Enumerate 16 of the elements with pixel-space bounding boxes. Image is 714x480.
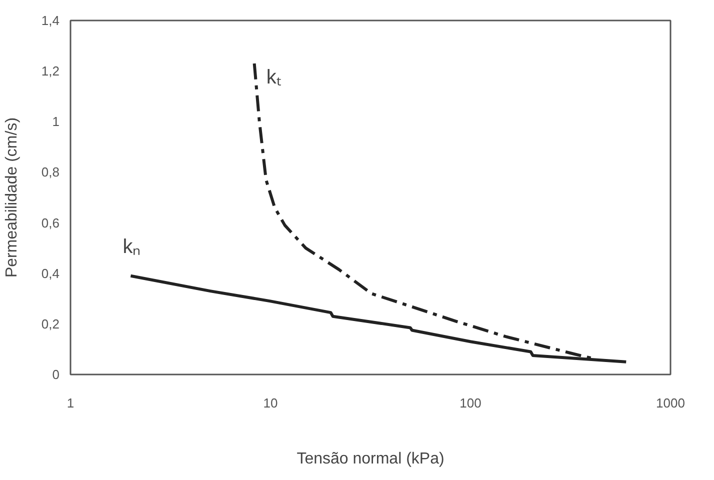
y-tick-label: 0,8 [41, 164, 60, 180]
x-tick-label: 100 [460, 396, 482, 410]
x-axis-title: Tensão normal (kPa) [296, 450, 444, 468]
series-label: kₜ [266, 66, 282, 88]
y-tick-label: 1,2 [41, 64, 60, 79]
x-tick-label: 10 [263, 396, 278, 410]
series-label: kₙ [122, 236, 141, 258]
x-tick-label: 1000 [656, 396, 685, 410]
y-tick-label: 0,2 [41, 316, 60, 332]
y-tick-label: 1,4 [41, 13, 60, 28]
y-tick-label: 1 [52, 114, 60, 130]
y-tick-label: 0 [52, 367, 60, 382]
x-tick-label: 1 [66, 396, 74, 410]
y-tick-label: 0,6 [41, 215, 60, 230]
y-tick-label: 0,4 [41, 266, 60, 281]
y-axis-title: Permeabilidade (cm/s) [3, 117, 20, 278]
